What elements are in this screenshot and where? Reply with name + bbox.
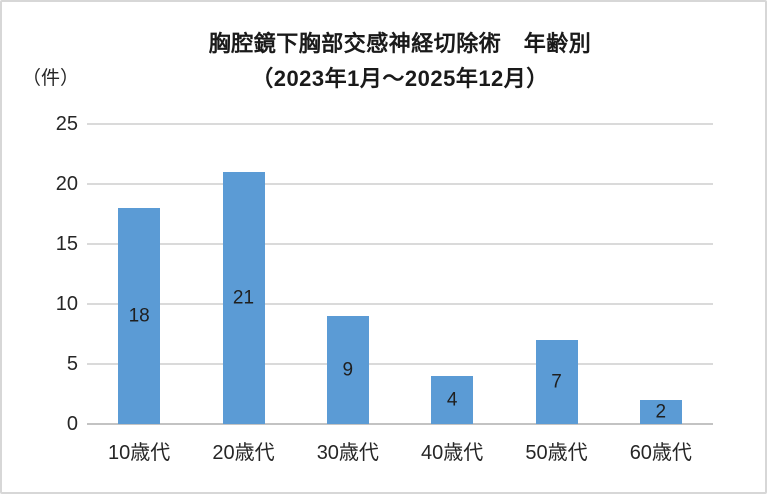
gridline [87, 183, 713, 185]
gridline [87, 363, 713, 365]
x-axis-label: 10歳代 [108, 442, 171, 464]
bar-value-label: 18 [128, 305, 150, 327]
chart-title-line2: （2023年1月～2025年12月） [251, 66, 549, 91]
x-axis-label: 20歳代 [212, 442, 275, 464]
bar: 18 [118, 208, 161, 424]
bar: 21 [222, 172, 265, 424]
x-axis-label: 30歳代 [316, 442, 379, 464]
bar: 4 [431, 376, 474, 424]
y-axis-tick-label: 10 [55, 293, 78, 315]
y-axis-tick-label: 0 [66, 413, 78, 435]
bar-value-label: 9 [342, 359, 354, 381]
y-axis-tick-label: 5 [66, 353, 78, 375]
gridline [87, 243, 713, 245]
x-axis-line [87, 423, 713, 425]
plot-area: 18 21 9 4 7 2 [87, 123, 713, 425]
gridline [87, 303, 713, 305]
chart-title-line1: 胸腔鏡下胸部交感神経切除術 年齢別 [208, 31, 592, 56]
bar-value-label: 7 [551, 371, 562, 393]
y-axis-unit-label: （件） [22, 68, 80, 89]
bar-value-label: 4 [446, 389, 458, 411]
bar: 7 [535, 340, 578, 424]
bar-value-label: 21 [232, 287, 255, 309]
chart-title: 胸腔鏡下胸部交感神経切除術 年齢別 （2023年1月～2025年12月） [87, 26, 713, 96]
x-axis-label: 60歳代 [629, 442, 692, 464]
bar-value-label: 2 [655, 401, 667, 423]
x-axis-label: 40歳代 [421, 442, 484, 464]
gridline [87, 123, 713, 125]
bar: 9 [326, 316, 369, 424]
x-axis-label: 50歳代 [525, 442, 588, 464]
y-axis-tick-label: 15 [55, 233, 78, 255]
y-axis-tick-label: 25 [55, 113, 78, 135]
y-axis-tick-label: 20 [55, 173, 78, 195]
bar: 2 [639, 400, 682, 424]
